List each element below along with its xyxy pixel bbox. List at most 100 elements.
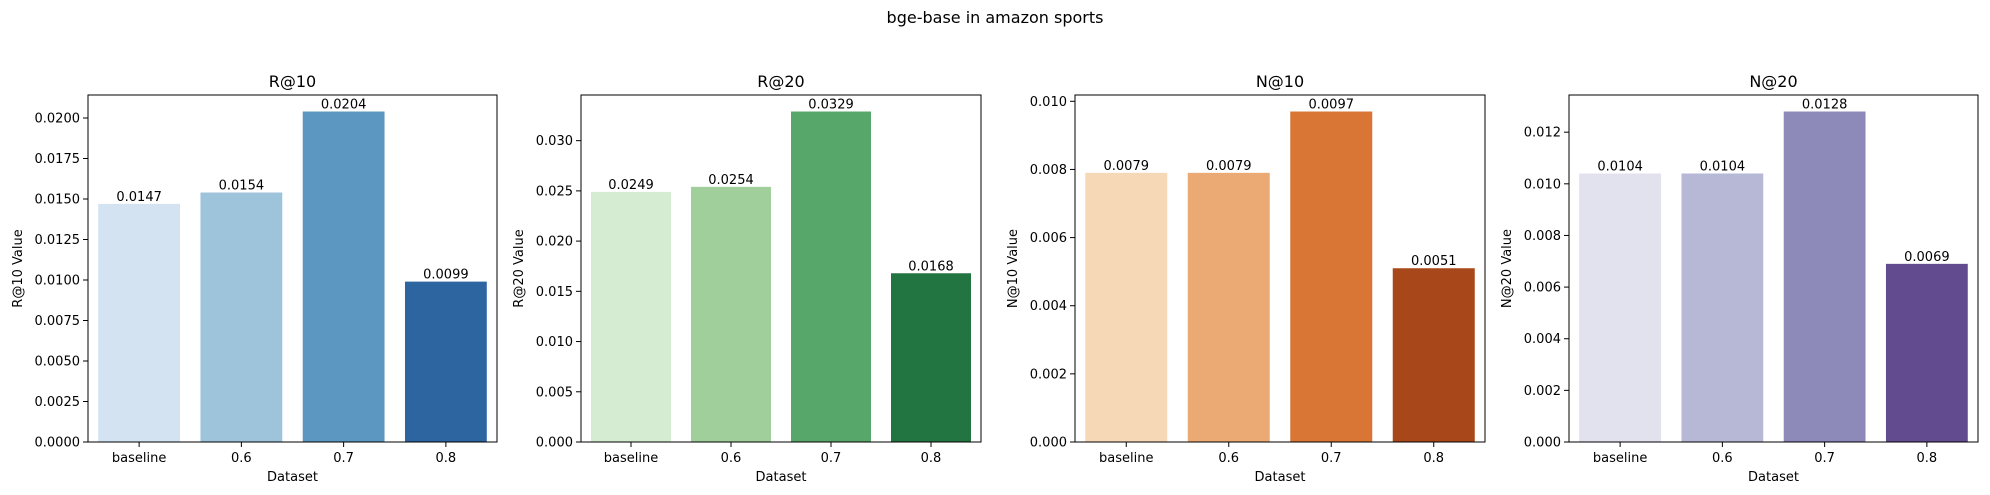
bar-0.6 [1681,173,1764,443]
x-tick-label: 0.6 [1218,451,1239,466]
y-tick-label: 0.0200 [35,112,81,127]
plot-frame [87,94,498,443]
y-tick-label: 0.010 [1030,95,1067,110]
chart-title: N@10 [1256,72,1304,91]
y-tick-label: 0.0025 [35,395,81,410]
x-axis-label: Dataset [267,470,318,485]
value-label: 0.0254 [708,173,754,188]
bar-baseline [1579,173,1662,443]
y-tick-label: 0.030 [536,134,573,149]
x-tick-label: baseline [1593,451,1647,466]
value-label: 0.0051 [1411,254,1457,269]
y-tick-label: 0.008 [1030,163,1067,178]
x-axis-label: Dataset [1255,470,1306,485]
y-axis-label: N@20 Value [1500,229,1515,308]
x-tick-label: 0.6 [721,451,742,466]
bar-0.8 [891,273,971,442]
value-label: 0.0154 [219,179,265,194]
bar-0.7 [302,111,385,443]
plot-frame [580,94,982,443]
value-label: 0.0249 [608,178,654,193]
value-label: 0.0069 [1904,250,1950,265]
chart-3: 0.0104 baseline 0.0104 0.6 0.0128 0.7 0.0069 0.… [1500,72,1979,485]
plot-frame [1074,94,1486,443]
chart-title: R@10 [269,72,316,91]
x-tick-label: 0.8 [1917,451,1938,466]
y-tick-label: 0.015 [536,285,573,300]
x-axis-label: Dataset [1748,470,1799,485]
y-tick-label: 0.0050 [35,355,81,370]
y-tick-label: 0.000 [1030,436,1067,451]
y-tick-label: 0.0075 [35,314,81,329]
bar-0.6 [1187,172,1270,442]
value-label: 0.0104 [1700,159,1746,174]
y-axis-label: R@10 Value [11,229,26,307]
bar-0.6 [691,186,771,442]
y-tick-label: 0.012 [1524,126,1561,141]
value-label: 0.0099 [423,268,469,283]
y-tick-label: 0.002 [1030,367,1067,382]
y-tick-label: 0.008 [1524,229,1561,244]
value-label: 0.0204 [321,98,367,113]
x-tick-label: 0.6 [231,451,252,466]
y-tick-label: 0.025 [536,184,573,199]
value-label: 0.0079 [1206,159,1252,174]
value-label: 0.0128 [1802,98,1848,113]
chart-title: R@20 [757,72,804,91]
x-tick-label: 0.7 [1321,451,1342,466]
x-tick-label: baseline [1099,451,1153,466]
value-label: 0.0168 [908,259,954,274]
x-tick-label: 0.8 [436,451,457,466]
value-label: 0.0097 [1309,98,1355,113]
y-tick-label: 0.0150 [35,193,81,208]
bar-baseline [591,191,671,442]
y-tick-label: 0.0125 [35,233,81,248]
x-tick-label: 0.7 [333,451,354,466]
x-tick-label: baseline [112,451,166,466]
y-tick-label: 0.010 [1524,177,1561,192]
x-tick-label: 0.7 [821,451,842,466]
x-tick-label: 0.6 [1712,451,1733,466]
value-label: 0.0079 [1104,159,1150,174]
value-label: 0.0147 [116,190,162,205]
y-tick-label: 0.000 [536,436,573,451]
value-label: 0.0104 [1597,159,1643,174]
x-tick-label: baseline [604,451,658,466]
y-tick-label: 0.006 [1030,231,1067,246]
y-tick-label: 0.0000 [35,436,81,451]
bar-0.8 [404,281,487,442]
bar-0.8 [1885,263,1968,442]
bar-baseline [98,203,181,442]
chart-title: N@20 [1749,72,1797,91]
y-tick-label: 0.004 [1030,299,1067,314]
bar-0.8 [1392,268,1475,442]
y-tick-label: 0.020 [536,235,573,250]
y-tick-label: 0.002 [1524,384,1561,399]
x-axis-label: Dataset [756,470,807,485]
chart-1: 0.0249 baseline 0.0254 0.6 0.0329 0.7 0.0168 0.… [512,72,982,485]
y-tick-label: 0.004 [1524,332,1561,347]
y-axis-label: R@20 Value [512,229,527,307]
figure-title: bge-base in amazon sports [887,8,1104,27]
plot-frame [1568,94,1979,443]
charts-group: 0.0147 baseline 0.0154 0.6 0.0204 0.7 0.0099 0.… [11,72,1979,485]
bar-0.7 [791,111,871,443]
bar-baseline [1085,172,1168,442]
y-tick-label: 0.005 [536,385,573,400]
y-axis-label: N@10 Value [1006,229,1021,308]
y-tick-label: 0.010 [536,335,573,350]
value-label: 0.0329 [808,98,854,113]
y-tick-label: 0.000 [1524,436,1561,451]
y-tick-label: 0.006 [1524,281,1561,296]
chart-2: 0.0079 baseline 0.0079 0.6 0.0097 0.7 0.0051 0.… [1006,72,1486,485]
x-tick-label: 0.7 [1814,451,1835,466]
chart-0: 0.0147 baseline 0.0154 0.6 0.0204 0.7 0.0099 0.… [11,72,498,485]
bar-0.6 [200,192,283,442]
bar-0.7 [1290,111,1373,443]
x-tick-label: 0.8 [921,451,942,466]
y-tick-label: 0.0100 [35,274,81,289]
x-tick-label: 0.8 [1423,451,1444,466]
y-tick-label: 0.0175 [35,152,81,167]
